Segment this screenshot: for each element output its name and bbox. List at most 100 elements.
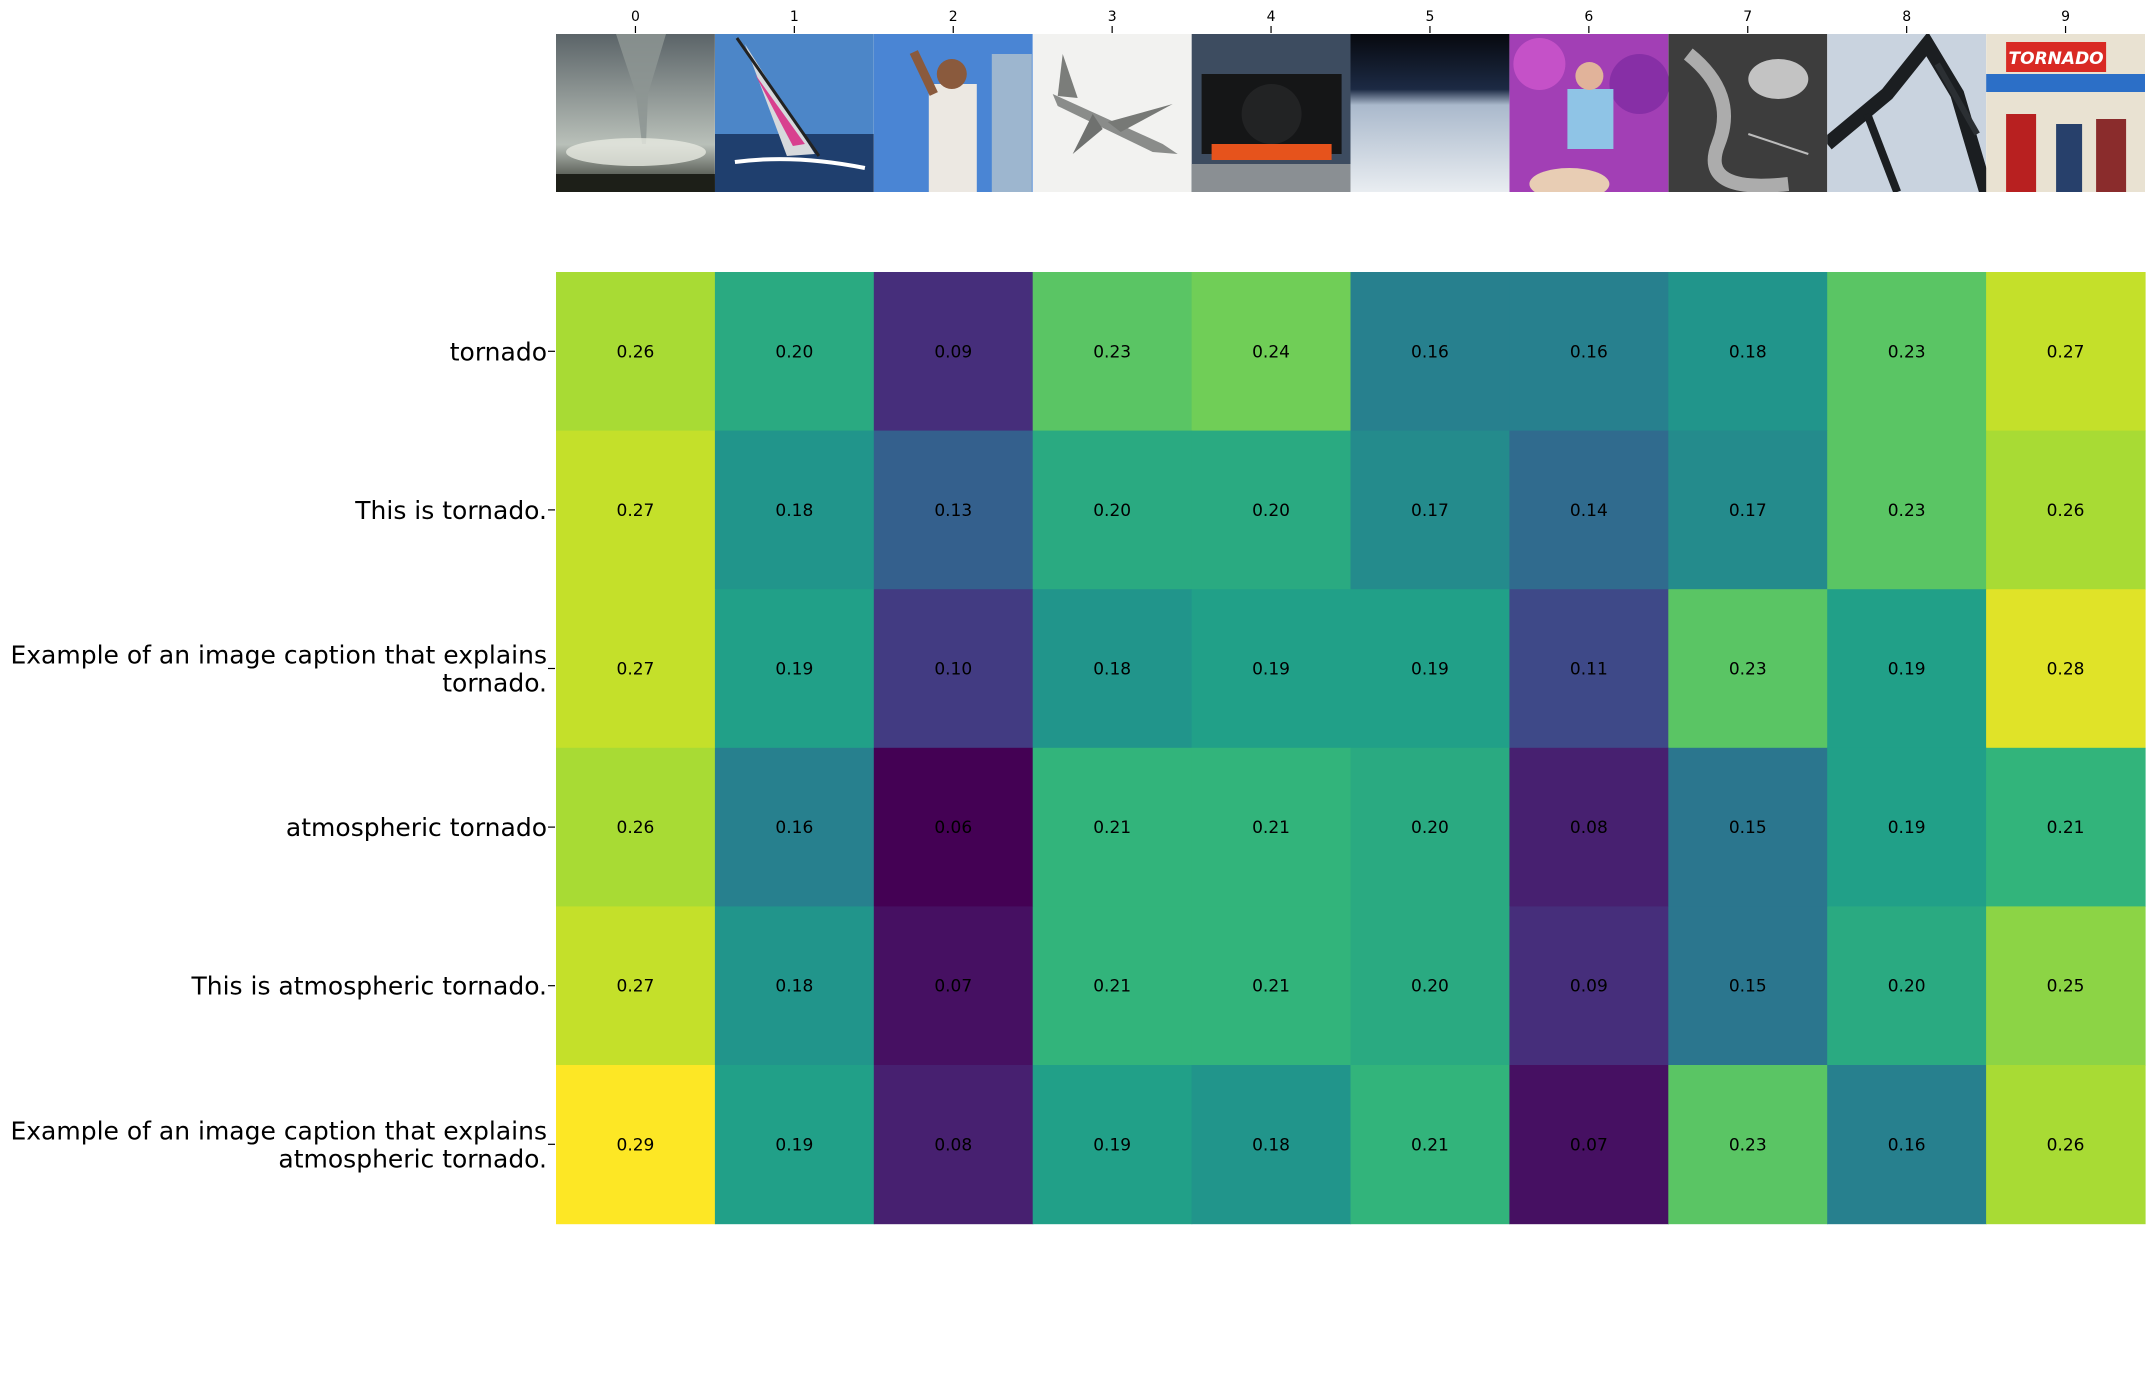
cell-value-label: 0.14 xyxy=(1570,501,1608,521)
tornado-photo xyxy=(556,34,715,192)
x-tick-label: 4 xyxy=(1267,9,1276,25)
heatmap-cell xyxy=(1827,430,1987,590)
cell-value-label: 0.08 xyxy=(934,1135,972,1155)
y-axis-ticks: tornado This is tornado. Example of an ima… xyxy=(10,337,555,1173)
heatmap-cell xyxy=(1191,589,1352,749)
cell-value-label: 0.21 xyxy=(2047,818,2085,838)
y-tick-label: This is atmospheric tornado. xyxy=(190,972,547,1001)
cell-value-label: 0.24 xyxy=(1252,342,1290,362)
heatmap-cell xyxy=(714,272,875,432)
heatmap-cell xyxy=(1668,589,1828,749)
cell-value-label: 0.17 xyxy=(1729,501,1767,521)
y-tick-label: Example of an image caption that explain… xyxy=(10,1116,547,1173)
heatmap-cell xyxy=(1827,747,1987,907)
heatmap-cell xyxy=(873,272,1034,432)
heatmap-cell xyxy=(714,430,875,590)
heatmap-cell xyxy=(1509,272,1669,432)
x-tick-label: 0 xyxy=(631,9,640,25)
heatmap-cell xyxy=(1032,430,1193,590)
cell-value-label: 0.23 xyxy=(1729,1135,1767,1155)
cell-value-label: 0.06 xyxy=(934,818,972,838)
heatmap-cell xyxy=(556,747,716,907)
heatmap-cell xyxy=(1191,747,1352,907)
cell-value-label: 0.27 xyxy=(2047,342,2085,362)
heatmap-cell xyxy=(714,1065,875,1225)
cell-value-label: 0.11 xyxy=(1570,660,1608,680)
heatmap-cell xyxy=(556,430,716,590)
x-tick-label: 9 xyxy=(2061,9,2070,25)
fighter-jet-photo xyxy=(1032,34,1192,192)
roller-coaster-photo xyxy=(1827,34,1987,192)
heatmap-cell xyxy=(1032,906,1193,1066)
heatmap-cell xyxy=(1350,906,1510,1066)
cell-value-label: 0.07 xyxy=(934,977,972,997)
y-tick-label: This is tornado. xyxy=(354,496,547,525)
cell-value-label: 0.16 xyxy=(775,818,813,838)
cell-value-label: 0.17 xyxy=(1411,501,1449,521)
heatmap-cell xyxy=(556,272,716,432)
cell-value-label: 0.21 xyxy=(1093,818,1131,838)
cell-value-label: 0.23 xyxy=(1888,501,1926,521)
cell-value-label: 0.18 xyxy=(775,501,813,521)
cell-value-label: 0.07 xyxy=(1570,1135,1608,1155)
heatmap-cell xyxy=(556,906,716,1066)
cell-value-label: 0.23 xyxy=(1888,342,1926,362)
cell-value-label: 0.27 xyxy=(617,977,655,997)
heatmap-cell xyxy=(873,430,1034,590)
heatmap-cell xyxy=(1350,1065,1510,1225)
heatmap-cell xyxy=(1668,747,1828,907)
x-tick-label: 5 xyxy=(1425,9,1434,25)
heatmap-cell xyxy=(556,1065,716,1225)
cell-value-label: 0.15 xyxy=(1729,977,1767,997)
heatmap-cell xyxy=(873,906,1034,1066)
heatmap-cell xyxy=(1986,272,2146,432)
cell-value-label: 0.18 xyxy=(1093,660,1131,680)
x-tick-label: 8 xyxy=(1902,9,1911,25)
heatmap-cell xyxy=(873,747,1034,907)
heatmap-cell xyxy=(1668,272,1828,432)
heatmap-cell xyxy=(1986,589,2146,749)
cell-value-label: 0.20 xyxy=(1252,501,1290,521)
cell-value-label: 0.19 xyxy=(775,660,813,680)
cell-value-label: 0.21 xyxy=(1252,977,1290,997)
heatmap-cell xyxy=(1350,272,1510,432)
heatmap-cell xyxy=(1827,589,1987,749)
heatmap-cell xyxy=(1350,430,1510,590)
cell-value-label: 0.25 xyxy=(2047,977,2085,997)
heatmap-cell xyxy=(1032,272,1193,432)
cell-value-label: 0.23 xyxy=(1093,342,1131,362)
heatmap-cell xyxy=(1191,272,1352,432)
heatmap-cell xyxy=(873,589,1034,749)
y-tick-label: atmospheric tornado xyxy=(286,813,547,842)
cell-value-label: 0.28 xyxy=(2047,660,2085,680)
heatmap-cell xyxy=(1986,747,2146,907)
cell-value-labels: 0.26 0.20 0.09 0.23 0.24 0.16 0.16 0.18 0.23 0.27… xyxy=(617,342,2085,1155)
heatmap-cell xyxy=(556,589,716,749)
heatmap-cell xyxy=(1191,1065,1352,1225)
cell-value-label: 0.26 xyxy=(617,818,655,838)
column-thumbnails: TORNADO xyxy=(556,34,2145,192)
steam-locomotive-photo xyxy=(1191,34,1351,192)
cell-value-label: 0.19 xyxy=(1411,660,1449,680)
sailboat-photo xyxy=(714,34,874,192)
cell-value-label: 0.26 xyxy=(617,342,655,362)
cell-value-label: 0.20 xyxy=(1411,977,1449,997)
cell-value-label: 0.16 xyxy=(1570,342,1608,362)
x-tick-label: 2 xyxy=(949,9,958,25)
performer-photo xyxy=(1509,34,1669,192)
cell-value-label: 0.20 xyxy=(1888,977,1926,997)
cell-value-label: 0.29 xyxy=(617,1135,655,1155)
heatmap-cell xyxy=(1668,906,1828,1066)
cell-value-label: 0.15 xyxy=(1729,818,1767,838)
cell-value-label: 0.19 xyxy=(1888,818,1926,838)
cell-value-label: 0.27 xyxy=(617,660,655,680)
heatmap-cell xyxy=(1827,906,1987,1066)
heatmap-cell xyxy=(1032,1065,1193,1225)
cell-value-label: 0.19 xyxy=(1093,1135,1131,1155)
cell-value-label: 0.27 xyxy=(617,501,655,521)
heatmap-cell xyxy=(1509,747,1669,907)
cell-value-label: 0.09 xyxy=(934,342,972,362)
x-tick-label: 6 xyxy=(1584,9,1593,25)
cell-value-label: 0.20 xyxy=(1411,818,1449,838)
